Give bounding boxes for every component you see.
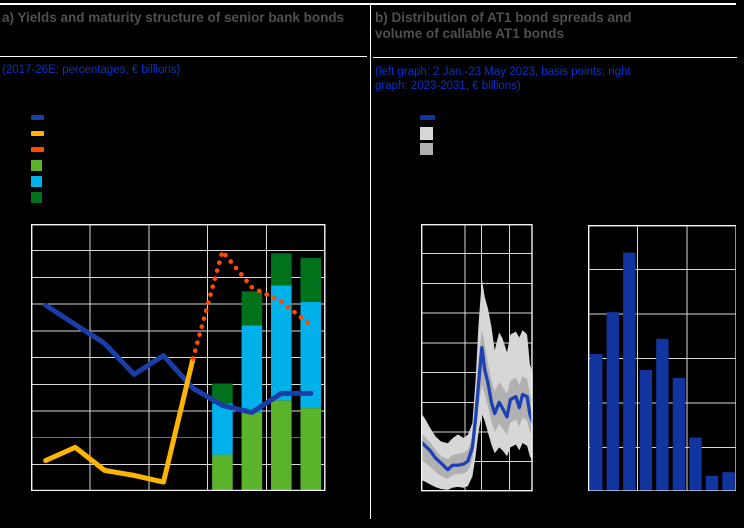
green-bar-series-swatch [31, 159, 42, 171]
legend-item [31, 125, 44, 141]
dark-green-bar-series-swatch [31, 191, 42, 203]
panel-separator-line [369, 3, 372, 519]
yellow-line [43, 355, 196, 485]
plot-area [587, 224, 737, 492]
panel-b-volume-chart [587, 224, 737, 492]
panel-b-title: b) Distribution of AT1 bond spreads and … [375, 10, 632, 41]
light-gray-band-swatch [420, 127, 433, 140]
volume-bar [722, 471, 735, 492]
panel-b-spread-chart [421, 224, 533, 492]
stacked-bar-light-blue [300, 301, 322, 408]
orange-dotted-line [190, 248, 314, 361]
volume-bar [655, 338, 669, 492]
plot-area [421, 224, 533, 492]
legend-item [420, 141, 435, 157]
volume-bar [606, 311, 619, 492]
median-line [421, 346, 533, 472]
plot-border [587, 224, 737, 492]
panel-a-title-divider [0, 55, 367, 57]
panel-b-legend [420, 110, 435, 157]
stacked-bar-dark-green [271, 252, 292, 285]
stacked-bar-light-blue [241, 324, 263, 412]
volume-bar [705, 475, 718, 492]
plot-border [31, 223, 326, 491]
blue-median-line-swatch [420, 115, 435, 121]
legend-item [420, 110, 435, 126]
stacked-bar-green [241, 411, 263, 491]
orange-dotted-series-swatch [31, 146, 44, 152]
volume-bar [639, 369, 652, 492]
mid-gray-band-swatch [420, 142, 433, 155]
stacked-bar-green [271, 399, 292, 491]
panel-a-legend [31, 109, 44, 205]
top-border-line [0, 3, 736, 5]
plot-area [31, 223, 326, 491]
panel-b-subtitle: (left graph: 2 Jan.-23 May 2023, basis p… [375, 66, 631, 92]
light-blue-bar-series-swatch [31, 175, 42, 187]
legend-item [31, 173, 44, 189]
stacked-bar-dark-green [300, 257, 322, 302]
panel-b-title-divider [372, 57, 737, 59]
panel-a-chart [31, 223, 326, 491]
panel-a-subtitle: (2017-26E; percentages, € billions) [2, 64, 181, 76]
stacked-bar-dark-green [241, 290, 263, 325]
plot-border [421, 224, 533, 492]
legend-item [31, 109, 44, 125]
legend-item [31, 141, 44, 157]
stacked-bar-light-blue [212, 403, 233, 455]
yellow-line-series-swatch [31, 130, 44, 136]
panel-a-title: a) Yields and maturity structure of seni… [2, 10, 345, 25]
volume-bar [589, 353, 603, 492]
stacked-bar-green [300, 407, 322, 491]
legend-item [420, 126, 435, 142]
stacked-bar-light-blue [271, 284, 292, 400]
volume-bar [622, 252, 636, 492]
legend-item [31, 157, 44, 173]
blue-line [43, 302, 314, 415]
legend-item [31, 189, 44, 205]
stacked-bar-green [212, 454, 233, 491]
stacked-bar-dark-green [212, 383, 233, 404]
volume-bar [688, 437, 702, 492]
blue-line-series-swatch [31, 114, 44, 120]
volume-bar [672, 377, 685, 492]
